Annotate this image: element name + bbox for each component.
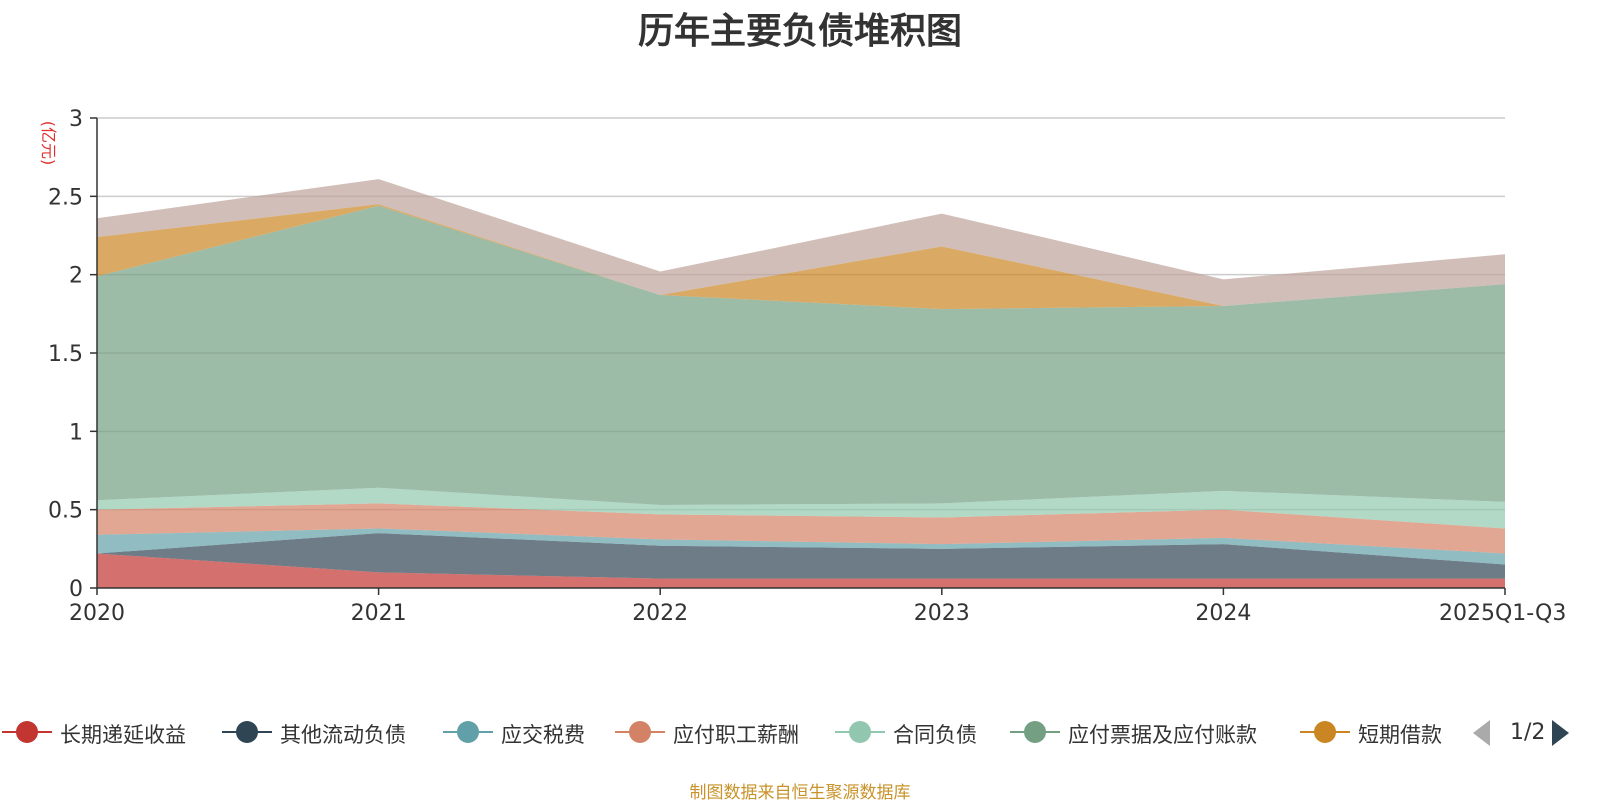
legend-label: 短期借款	[1358, 723, 1442, 747]
legend-marker-icon	[1010, 721, 1060, 743]
legend-marker-icon	[443, 721, 493, 743]
area-series-0	[97, 553, 1505, 588]
y-tick-label: 2	[69, 264, 83, 289]
triangle-right-icon[interactable]	[1550, 718, 1570, 748]
x-tick-label: 2021	[351, 601, 407, 626]
y-tick-label: 1.5	[48, 342, 83, 367]
legend: 1/2 长期递延收益 其他流动负债 应交税费 应付职工薪酬 合同负债 应付票据及应付账款 短…	[0, 712, 1600, 752]
triangle-left-icon[interactable]	[1472, 718, 1492, 748]
y-tick-label: 0.5	[48, 499, 83, 524]
y-tick-label: 1	[69, 420, 83, 445]
area-series-4	[97, 487, 1505, 529]
legend-label: 其他流动负债	[280, 723, 406, 747]
legend-marker-icon	[615, 721, 665, 743]
legend-label: 长期递延收益	[60, 723, 186, 747]
area-series-3	[97, 503, 1505, 554]
y-axis-unit-label: (亿元)	[39, 121, 58, 166]
legend-marker-icon	[2, 721, 52, 743]
y-tick-label: 2.5	[48, 185, 83, 210]
legend-marker-icon	[835, 721, 885, 743]
x-tick-label: 2024	[1195, 601, 1251, 626]
source-note: 制图数据来自恒生聚源数据库	[689, 783, 911, 803]
legend-label: 合同负债	[893, 723, 977, 747]
area-layer	[97, 179, 1505, 588]
legend-marker-icon	[222, 721, 272, 743]
area-series-7	[97, 179, 1505, 306]
x-tick-label: 2025Q1-Q3	[1439, 601, 1566, 626]
x-tick-label: 2023	[914, 601, 970, 626]
chart-title: 历年主要负债堆积图	[637, 11, 962, 52]
x-tick-label: 2020	[69, 601, 125, 626]
legend-page-indicator: 1/2	[1510, 720, 1546, 745]
x-tick-label: 2022	[632, 601, 688, 626]
legend-label: 应付票据及应付账款	[1068, 723, 1257, 747]
y-tick-label: 0	[69, 577, 83, 602]
legend-label: 应交税费	[501, 723, 585, 747]
area-series-6	[97, 204, 1505, 310]
area-series-2	[97, 528, 1505, 565]
area-series-5	[97, 205, 1505, 505]
axis-layer: 0 0.5 1 1.5 2 2.5 3 2020 2021 2022 2023 2024 2025Q1-…	[39, 107, 1566, 626]
legend-label: 应付职工薪酬	[673, 723, 799, 747]
legend-marker-icon	[1300, 721, 1350, 743]
area-series-1	[97, 533, 1505, 579]
y-tick-label: 3	[69, 107, 83, 132]
